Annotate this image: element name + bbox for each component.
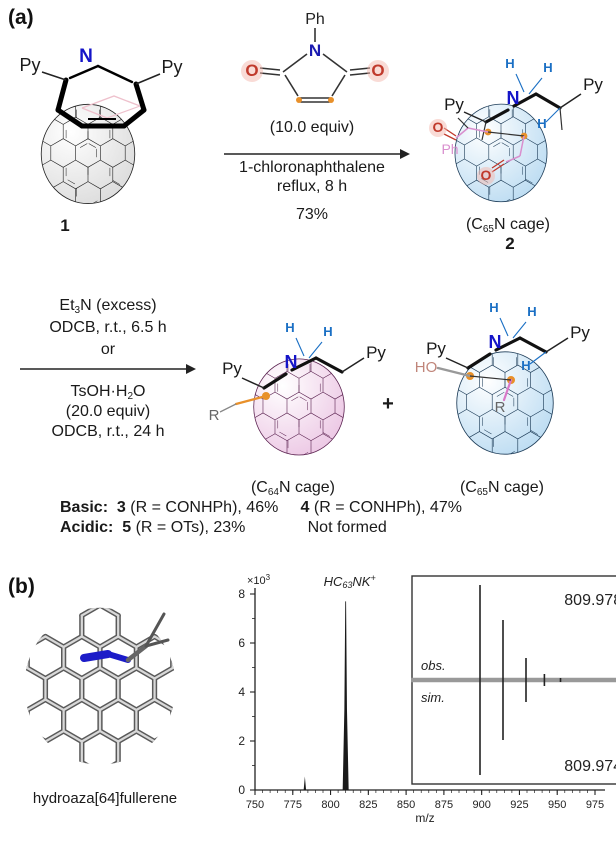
svg-text:sim.: sim. xyxy=(421,690,445,705)
svg-text:Py: Py xyxy=(444,95,464,114)
svg-text:900: 900 xyxy=(472,799,490,811)
svg-text:850: 850 xyxy=(397,799,415,811)
svg-text:O: O xyxy=(481,167,492,183)
svg-text:m/z: m/z xyxy=(415,811,434,825)
svg-text:825: 825 xyxy=(359,799,377,811)
svg-text:N: N xyxy=(507,88,520,108)
svg-text:O: O xyxy=(245,61,258,80)
svg-text:975: 975 xyxy=(586,799,604,811)
svg-text:800: 800 xyxy=(321,799,339,811)
svg-text:H: H xyxy=(505,56,514,71)
svg-text:Py: Py xyxy=(426,339,446,358)
svg-text:Py: Py xyxy=(366,343,386,362)
svg-text:H: H xyxy=(543,60,552,75)
svg-text:N: N xyxy=(79,46,93,67)
svg-text:HO: HO xyxy=(415,359,438,376)
svg-text:875: 875 xyxy=(435,799,453,811)
svg-text:750: 750 xyxy=(246,799,264,811)
svg-text:H: H xyxy=(489,300,498,315)
svg-text:N: N xyxy=(309,41,321,60)
svg-text:Ph: Ph xyxy=(441,141,458,157)
svg-text:0: 0 xyxy=(238,783,245,797)
svg-text:775: 775 xyxy=(284,799,302,811)
svg-text:N: N xyxy=(285,352,298,372)
svg-text:H: H xyxy=(323,324,332,339)
svg-text:2: 2 xyxy=(238,734,245,748)
svg-text:Py: Py xyxy=(570,323,590,342)
svg-text:HC63NK+: HC63NK+ xyxy=(324,573,376,590)
svg-text:8: 8 xyxy=(238,587,245,601)
svg-text:O: O xyxy=(371,61,384,80)
svg-text:925: 925 xyxy=(510,799,528,811)
svg-text:H: H xyxy=(537,116,546,131)
svg-text:H: H xyxy=(521,358,530,373)
svg-text:Py: Py xyxy=(19,55,40,75)
svg-text:H: H xyxy=(285,320,294,335)
svg-text:Py: Py xyxy=(583,75,603,94)
svg-text:809.9741: 809.9741 xyxy=(564,758,616,775)
svg-text:4: 4 xyxy=(238,685,245,699)
svg-text:H: H xyxy=(527,304,536,319)
svg-text:R: R xyxy=(495,399,506,412)
svg-text:×103: ×103 xyxy=(247,573,271,587)
svg-text:N: N xyxy=(489,332,502,352)
svg-text:Py: Py xyxy=(222,359,242,378)
svg-text:Py: Py xyxy=(161,57,182,77)
svg-text:obs.: obs. xyxy=(421,658,446,673)
svg-text:950: 950 xyxy=(548,799,566,811)
svg-text:O: O xyxy=(433,119,444,135)
svg-text:Ph: Ph xyxy=(305,11,325,28)
svg-text:6: 6 xyxy=(238,636,245,650)
svg-text:R: R xyxy=(209,407,220,424)
